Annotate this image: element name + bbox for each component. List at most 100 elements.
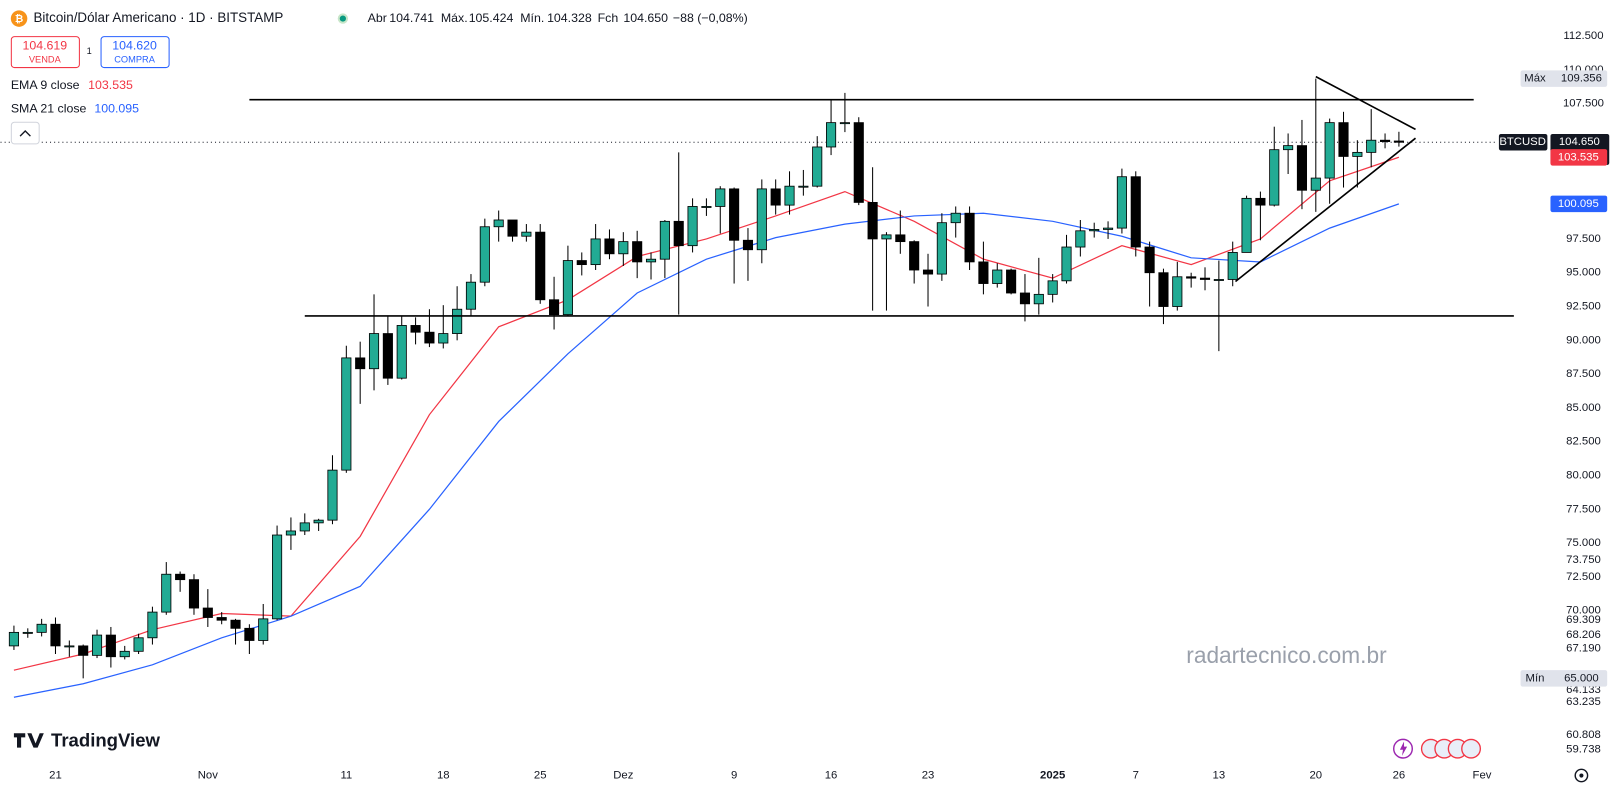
buy-button[interactable] bbox=[100, 36, 170, 69]
event-flag bbox=[1461, 738, 1482, 759]
badge bbox=[1550, 149, 1608, 166]
badge bbox=[1520, 70, 1608, 87]
candle-body bbox=[493, 219, 504, 228]
min-badge-label: Mín bbox=[1526, 672, 1545, 684]
x-tick-label: 9 bbox=[731, 770, 737, 782]
symbol-icon bbox=[10, 10, 28, 27]
candle-body bbox=[922, 269, 934, 275]
candle-body bbox=[521, 231, 532, 237]
x-tick-label: Nov bbox=[198, 770, 218, 782]
price-label: 59.738 bbox=[1566, 743, 1601, 755]
candle-body bbox=[230, 619, 241, 629]
candle-body bbox=[645, 258, 657, 263]
candle-body bbox=[119, 650, 130, 658]
y-tick-label: 82.500 bbox=[1566, 436, 1601, 448]
candle-body bbox=[964, 212, 975, 263]
price-label: 68.206 bbox=[1566, 629, 1601, 641]
price-label: 60.808 bbox=[1566, 729, 1601, 741]
candle-body bbox=[1172, 276, 1183, 307]
candle-body bbox=[1144, 246, 1155, 274]
candle-body bbox=[853, 122, 864, 203]
settings-icon[interactable] bbox=[1574, 768, 1589, 783]
candle-body bbox=[590, 238, 601, 266]
candle-body bbox=[285, 530, 296, 536]
candle-body bbox=[299, 522, 310, 532]
candle-body bbox=[1158, 272, 1169, 307]
candle-body bbox=[701, 206, 712, 208]
y-tick-label: 92.500 bbox=[1566, 301, 1601, 313]
x-tick-label: 23 bbox=[922, 770, 935, 782]
open-value: 104.741 bbox=[389, 11, 434, 25]
events-icons[interactable] bbox=[1420, 738, 1482, 759]
candle-body bbox=[1006, 269, 1017, 294]
buy-label: COMPRA bbox=[114, 54, 155, 64]
candle-body bbox=[1089, 229, 1100, 232]
candle-body bbox=[1061, 246, 1072, 282]
candle-body bbox=[812, 146, 823, 187]
candle-body bbox=[895, 234, 906, 243]
candle-body bbox=[978, 261, 989, 284]
badge bbox=[1550, 195, 1608, 213]
candle-body bbox=[355, 357, 366, 370]
max-badge-value: 109.356 bbox=[1561, 73, 1602, 85]
sell-label: VENDA bbox=[29, 54, 62, 64]
candle-body bbox=[272, 534, 283, 620]
candle-body bbox=[729, 188, 740, 241]
axes: 112.500110.000107.50097.50095.00092.5009… bbox=[49, 30, 1604, 781]
y-tick-label: 90.000 bbox=[1566, 334, 1601, 346]
collapse-button[interactable] bbox=[10, 121, 40, 145]
candle-body bbox=[188, 579, 200, 609]
max-badge-label: Máx bbox=[1524, 73, 1546, 85]
current-price-badge: 104.650 bbox=[1559, 136, 1600, 148]
x-tick-label: 16 bbox=[825, 770, 838, 782]
candle-body bbox=[1019, 292, 1031, 305]
candle-body bbox=[244, 627, 255, 641]
price-label: 67.190 bbox=[1566, 643, 1601, 655]
candle-body bbox=[216, 617, 227, 621]
candle-body bbox=[576, 260, 587, 266]
candle-body bbox=[562, 260, 573, 316]
candle-body bbox=[341, 357, 352, 471]
candle-body bbox=[798, 185, 809, 188]
min-badge-value: 65.000 bbox=[1564, 672, 1599, 684]
x-tick-label: 21 bbox=[49, 770, 62, 782]
candle-body bbox=[950, 212, 961, 224]
candle-body bbox=[992, 269, 1003, 284]
symbol-badge: BTCUSD bbox=[1499, 136, 1546, 148]
candle-body bbox=[1213, 279, 1224, 281]
x-tick-label: Dez bbox=[613, 770, 633, 782]
spread: 1 bbox=[87, 46, 92, 56]
candle-body bbox=[1393, 140, 1404, 143]
buy-price: 104.620 bbox=[112, 39, 157, 53]
candle-body bbox=[715, 188, 726, 207]
sell-price: 104.619 bbox=[23, 39, 68, 53]
candle-body bbox=[1227, 252, 1238, 280]
price-label: 63.235 bbox=[1566, 696, 1601, 708]
y-tick-label: 95.000 bbox=[1566, 267, 1601, 279]
y-tick-label: 107.500 bbox=[1563, 98, 1604, 110]
candle-body bbox=[1186, 276, 1197, 279]
candle-body bbox=[36, 623, 47, 633]
y-tick-label: 112.500 bbox=[1563, 30, 1603, 42]
candle-body bbox=[410, 325, 421, 333]
candle-body bbox=[909, 241, 920, 271]
candle-body bbox=[147, 611, 158, 639]
candle-body bbox=[64, 645, 75, 648]
candle-body bbox=[452, 308, 463, 334]
y-tick-label: 80.000 bbox=[1566, 470, 1601, 482]
logo: TradingView bbox=[51, 729, 160, 750]
sell-button[interactable] bbox=[10, 36, 80, 69]
alert-glyph bbox=[1399, 741, 1408, 756]
y-tick-label: 72.500 bbox=[1566, 571, 1601, 583]
chart-title: Bitcoin/Dólar Americano · 1D · BITSTAMP bbox=[34, 10, 284, 25]
close-value: 104.650 bbox=[623, 11, 668, 25]
candle-body bbox=[1324, 122, 1335, 179]
candle-body bbox=[465, 281, 477, 310]
status-dot bbox=[339, 15, 346, 22]
trendline bbox=[1315, 75, 1416, 131]
high-label: Máx. bbox=[441, 11, 468, 25]
candle-body bbox=[1352, 151, 1363, 157]
y-tick-label: 97.500 bbox=[1566, 233, 1601, 245]
y-tick-label: 75.000 bbox=[1566, 537, 1601, 549]
